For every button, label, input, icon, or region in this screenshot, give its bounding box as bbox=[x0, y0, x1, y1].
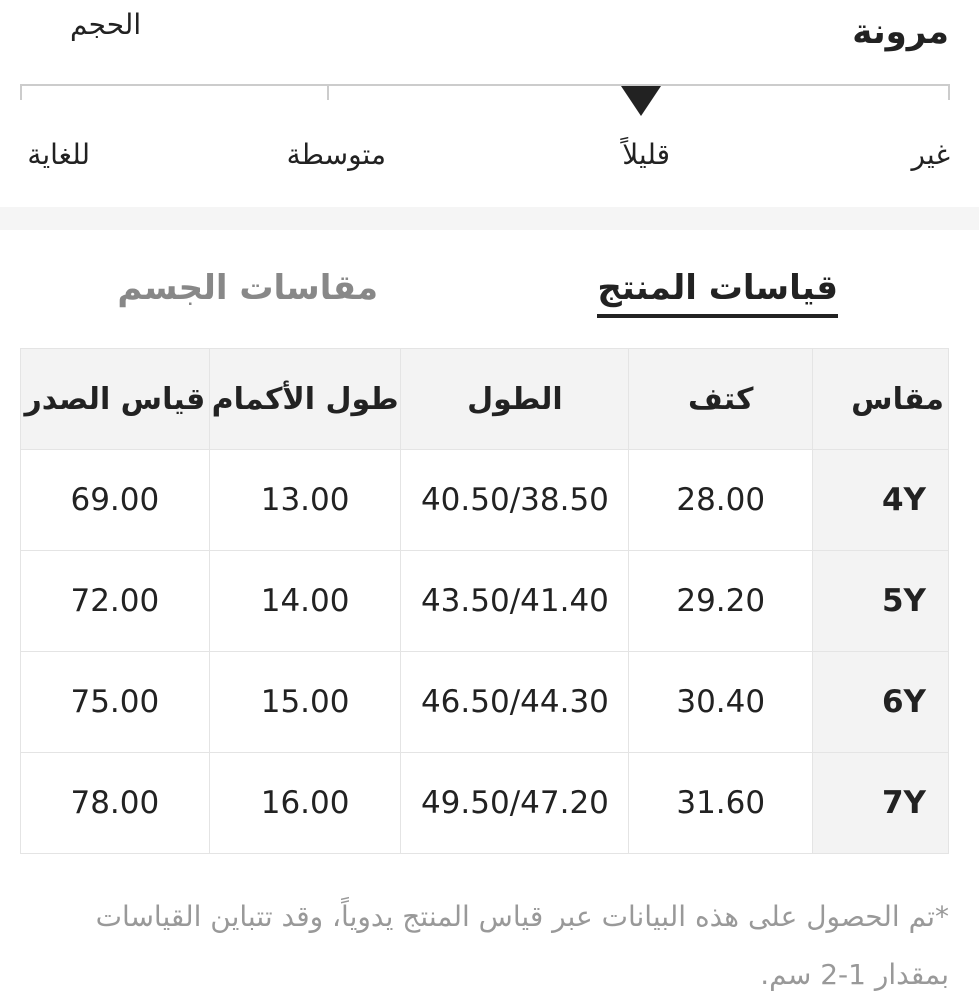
cell-shoulder: 29.20 bbox=[628, 550, 814, 652]
stretch-title: مرونة bbox=[852, 12, 949, 52]
cell-bust: 69.00 bbox=[20, 449, 210, 551]
cell-size: 7Y bbox=[812, 752, 949, 854]
level-none: غير bbox=[911, 138, 950, 171]
cell-length: 46.50/44.30 bbox=[400, 651, 630, 753]
header-shoulder: كتف bbox=[628, 348, 814, 450]
cell-shoulder: 28.00 bbox=[628, 449, 814, 551]
stretch-pointer-icon bbox=[621, 86, 661, 116]
cell-shoulder: 30.40 bbox=[628, 651, 814, 753]
header-size: مقاس bbox=[812, 348, 949, 450]
size-table: مقاس كتف الطول طول الأكمام قياس الصدر 4Y… bbox=[20, 348, 949, 854]
cell-bust: 78.00 bbox=[20, 752, 210, 854]
table-row: 5Y 29.20 43.50/41.40 14.00 72.00 bbox=[20, 550, 949, 652]
scale-tick bbox=[948, 84, 950, 100]
level-high: للغاية bbox=[27, 138, 90, 171]
section-divider bbox=[0, 207, 979, 230]
measurement-note: *تم الحصول على هذه البيانات عبر قياس الم… bbox=[95, 900, 949, 991]
cell-sleeve: 13.00 bbox=[208, 449, 402, 551]
header-length: الطول bbox=[400, 348, 630, 450]
stretch-scale-track bbox=[20, 84, 950, 86]
cell-sleeve: 16.00 bbox=[208, 752, 402, 854]
level-medium: متوسطة bbox=[286, 138, 386, 171]
cell-size: 6Y bbox=[812, 651, 949, 753]
tab-product-measurements[interactable]: قياسات المنتج bbox=[597, 268, 838, 318]
cell-size: 5Y bbox=[812, 550, 949, 652]
size-label: الحجم bbox=[70, 8, 142, 41]
cell-sleeve: 15.00 bbox=[208, 651, 402, 753]
scale-tick bbox=[327, 84, 329, 100]
header-bust: قياس الصدر bbox=[20, 348, 210, 450]
header-sleeve: طول الأكمام bbox=[208, 348, 402, 450]
table-row: 4Y 28.00 40.50/38.50 13.00 69.00 bbox=[20, 449, 949, 551]
cell-length: 49.50/47.20 bbox=[400, 752, 630, 854]
cell-size: 4Y bbox=[812, 449, 949, 551]
table-row: 6Y 30.40 46.50/44.30 15.00 75.00 bbox=[20, 651, 949, 753]
table-header-row: مقاس كتف الطول طول الأكمام قياس الصدر bbox=[20, 348, 949, 450]
cell-bust: 75.00 bbox=[20, 651, 210, 753]
cell-bust: 72.00 bbox=[20, 550, 210, 652]
tab-body-measurements[interactable]: مقاسات الجسم bbox=[117, 268, 378, 308]
cell-length: 40.50/38.50 bbox=[400, 449, 630, 551]
cell-length: 43.50/41.40 bbox=[400, 550, 630, 652]
level-slight: قليلاً bbox=[622, 138, 670, 171]
table-row: 7Y 31.60 49.50/47.20 16.00 78.00 bbox=[20, 752, 949, 854]
scale-tick bbox=[20, 84, 22, 100]
cell-sleeve: 14.00 bbox=[208, 550, 402, 652]
cell-shoulder: 31.60 bbox=[628, 752, 814, 854]
